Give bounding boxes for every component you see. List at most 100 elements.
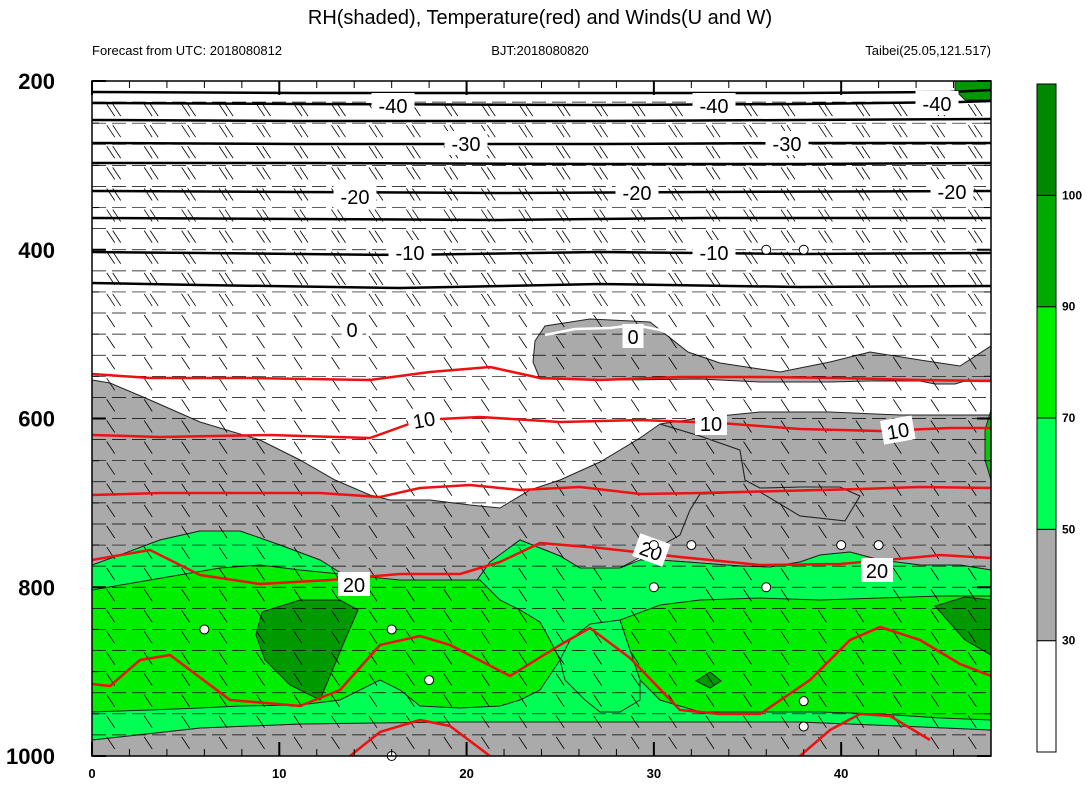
wind-barb [780, 188, 796, 201]
wind-barb [555, 314, 565, 328]
temperature-contour-line [799, 712, 931, 756]
wind-barb [967, 399, 977, 412]
wind-barb [106, 103, 122, 117]
wind-barb [967, 631, 977, 644]
wind-barb [518, 167, 534, 180]
wind-barb [106, 736, 116, 750]
wind-barb [293, 673, 303, 686]
wind-barb [143, 441, 153, 454]
calm-markers [199, 244, 884, 761]
wind-barb [743, 736, 752, 750]
wind-barb [480, 420, 490, 433]
wind-barb [893, 736, 902, 750]
calm-marker [424, 675, 435, 686]
wind-barb [930, 314, 940, 328]
wind-barb [143, 209, 159, 222]
wind-barb [930, 272, 946, 286]
wind-barb [855, 441, 865, 454]
wind-barb [967, 504, 977, 518]
wind-barb [106, 167, 122, 180]
wind-barb [855, 146, 871, 159]
wind-barb [406, 673, 415, 686]
svg-text:10: 10 [885, 419, 911, 445]
wind-barb [780, 504, 790, 518]
wind-barb [893, 673, 902, 686]
x-tick-label: 20 [459, 766, 473, 781]
wind-barb [780, 652, 790, 665]
wind-barb [181, 399, 190, 412]
temperature-contour-line [92, 117, 991, 123]
wind-barb [818, 356, 827, 370]
chart-title: RH(shaded), Temperature(red) and Winds(U… [308, 7, 772, 29]
wind-barb [368, 673, 378, 686]
wind-barb [780, 525, 790, 539]
wind-barb [630, 293, 646, 307]
wind-barb [855, 631, 865, 644]
wind-barb [218, 631, 228, 644]
wind-barb [480, 314, 490, 328]
wind-barb [181, 293, 196, 307]
wind-barb [855, 504, 865, 518]
svg-text:20: 20 [343, 575, 365, 597]
wind-barb [893, 483, 902, 497]
wind-barb [705, 652, 715, 665]
wind-barb [593, 652, 603, 665]
wind-barb [630, 230, 646, 243]
wind-barb [443, 103, 459, 117]
wind-barb [218, 146, 234, 159]
wind-barb [855, 525, 865, 539]
wind-barb [668, 230, 683, 243]
wind-barb [256, 378, 265, 391]
wind-barb [480, 188, 496, 201]
wind-barb [518, 378, 528, 391]
wind-barb [705, 546, 715, 560]
wind-barb [181, 652, 190, 665]
wind-barb [331, 589, 340, 602]
wind-barb [181, 146, 196, 159]
wind-barb [593, 610, 603, 623]
wind-barb [518, 652, 528, 665]
wind-barb [106, 694, 116, 707]
wind-barb [331, 673, 340, 686]
wind-barb [331, 399, 340, 412]
wind-barb [218, 736, 228, 750]
wind-barb [218, 715, 228, 729]
colorbar-swatch [1036, 83, 1057, 196]
wind-barb [818, 209, 833, 222]
wind-barb [218, 293, 234, 307]
wind-barb [143, 146, 159, 159]
wind-barb [705, 504, 715, 518]
wind-barb [930, 462, 940, 475]
wind-barb [256, 673, 265, 686]
wind-barb [593, 525, 603, 539]
wind-barb [518, 567, 528, 581]
wind-barb [555, 631, 565, 644]
contour-label: 10 [695, 411, 727, 436]
wind-barb [893, 567, 902, 581]
wind-barb [518, 124, 534, 138]
wind-barb [181, 673, 190, 686]
wind-barb [855, 209, 871, 222]
wind-barb [818, 188, 833, 201]
wind-barb [555, 652, 565, 665]
wind-barb [256, 462, 265, 475]
wind-barb [555, 124, 571, 138]
wind-barb [293, 441, 303, 454]
wind-barb [368, 715, 378, 729]
y-tick-label: 1000 [6, 744, 55, 769]
calm-marker [648, 540, 659, 551]
wind-barb [480, 399, 490, 412]
wind-barb [143, 673, 153, 686]
wind-barb [705, 209, 721, 222]
wind-barb [668, 314, 677, 328]
wind-barb [480, 546, 490, 560]
wind-barb [705, 293, 721, 307]
wind-barb [368, 420, 378, 433]
wind-barb [555, 736, 565, 750]
wind-barb [555, 504, 565, 518]
svg-text:-20: -20 [341, 187, 370, 209]
wind-barb [256, 146, 271, 159]
wind-barb [480, 610, 490, 623]
wind-barb [668, 420, 677, 433]
wind-barb [406, 694, 415, 707]
